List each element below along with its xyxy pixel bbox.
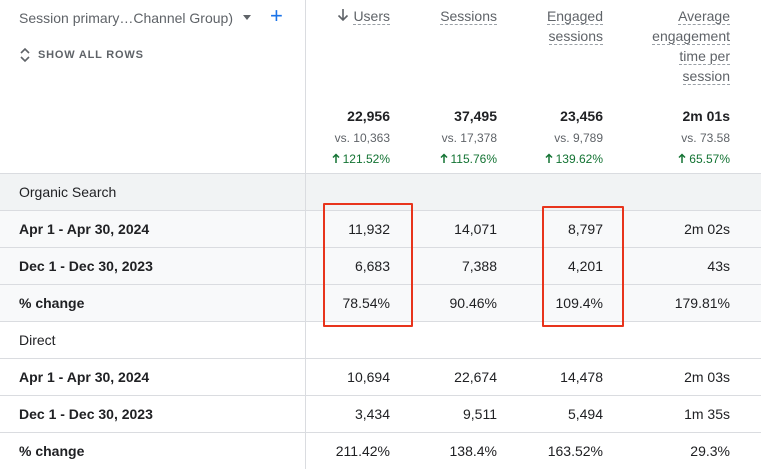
cell-avg-engagement-time: 179.81% xyxy=(674,295,730,311)
column-header-engaged-sessions[interactable]: Engaged sessions xyxy=(546,6,603,46)
compare-value: vs. 9,789 xyxy=(554,131,603,145)
column-title: Average xyxy=(678,8,730,25)
table-row[interactable]: Apr 1 - Apr 30, 2024 10,694 22,674 14,47… xyxy=(0,358,761,395)
table-row[interactable]: % change 78.54% 90.46% 109.4% 179.81% xyxy=(0,284,761,321)
dimension-label: Session primary…Channel Group) xyxy=(19,10,233,26)
cell-users: 78.54% xyxy=(342,295,390,311)
cell-users: 3,434 xyxy=(354,406,390,422)
column-title: session xyxy=(682,68,730,85)
column-title: Users xyxy=(353,8,390,25)
cell-avg-engagement-time: 2m 02s xyxy=(684,221,730,237)
highlight-box-users xyxy=(323,203,413,327)
group-row-direct[interactable]: Direct xyxy=(0,321,761,358)
arrow-up-icon xyxy=(332,153,340,163)
cell-avg-engagement-time: 1m 35s xyxy=(684,406,730,422)
cell-engaged-sessions: 163.52% xyxy=(547,443,603,459)
arrow-up-icon xyxy=(439,153,448,163)
column-divider xyxy=(305,0,306,469)
total-value: 2m 01s xyxy=(682,108,730,124)
group-label: Organic Search xyxy=(19,184,117,200)
totals-users: 22,956 vs. 10,363 121.52% xyxy=(332,106,390,167)
total-value: 23,456 xyxy=(560,108,603,124)
table-row[interactable]: Apr 1 - Apr 30, 2024 11,932 14,071 8,797… xyxy=(0,210,761,247)
compare-value: vs. 73.58 xyxy=(681,131,730,145)
cell-sessions: 7,388 xyxy=(461,258,497,274)
cell-sessions: 22,674 xyxy=(454,369,497,385)
cell-users: 11,932 xyxy=(348,221,390,237)
cell-sessions: 90.46% xyxy=(449,295,497,311)
column-title: Sessions xyxy=(440,8,497,25)
totals-avg-engagement-time: 2m 01s vs. 73.58 65.57% xyxy=(678,106,730,167)
column-title: time per xyxy=(679,48,730,65)
cell-engaged-sessions: 5,494 xyxy=(567,406,603,422)
delta-value: 139.62% xyxy=(545,151,603,167)
cell-engaged-sessions: 4,201 xyxy=(567,258,603,274)
total-value: 37,495 xyxy=(454,108,497,124)
cell-avg-engagement-time: 29.3% xyxy=(690,443,730,459)
add-dimension-button[interactable]: + xyxy=(270,3,283,28)
row-label: Dec 1 - Dec 30, 2023 xyxy=(19,406,153,422)
arrow-up-icon xyxy=(678,153,686,163)
cell-sessions: 9,511 xyxy=(463,406,497,422)
cell-avg-engagement-time: 43s xyxy=(707,258,730,274)
column-header-avg-engagement-time[interactable]: Average engagement time per session xyxy=(652,6,730,86)
column-title: sessions xyxy=(548,28,603,45)
group-label: Direct xyxy=(19,332,56,348)
delta-value: 121.52% xyxy=(332,151,390,167)
table-row[interactable]: Dec 1 - Dec 30, 2023 3,434 9,511 5,494 1… xyxy=(0,395,761,432)
dimension-selector[interactable]: Session primary…Channel Group) xyxy=(19,8,233,28)
column-header-sessions[interactable]: Sessions xyxy=(440,6,497,26)
arrow-up-icon xyxy=(545,153,553,163)
row-label: % change xyxy=(19,295,85,311)
compare-value: vs. 17,378 xyxy=(441,131,497,145)
totals-sessions: 37,495 vs. 17,378 115.76% xyxy=(439,106,497,167)
show-all-rows-label: SHOW ALL ROWS xyxy=(38,49,144,61)
cell-engaged-sessions: 14,478 xyxy=(560,369,603,385)
cell-sessions: 138.4% xyxy=(449,443,497,459)
cell-users: 211.42% xyxy=(335,443,390,459)
chevron-down-icon[interactable] xyxy=(243,15,251,20)
cell-users: 6,683 xyxy=(354,258,390,274)
row-label: % change xyxy=(19,443,85,459)
row-label: Dec 1 - Dec 30, 2023 xyxy=(19,258,153,274)
delta-value: 65.57% xyxy=(678,151,730,167)
cell-users: 10,694 xyxy=(347,369,390,385)
row-label: Apr 1 - Apr 30, 2024 xyxy=(19,369,150,385)
cell-avg-engagement-time: 2m 03s xyxy=(684,369,730,385)
column-title: Engaged xyxy=(546,8,603,25)
row-label: Apr 1 - Apr 30, 2024 xyxy=(19,221,150,237)
highlight-box-engaged-sessions xyxy=(542,206,624,327)
totals-engaged-sessions: 23,456 vs. 9,789 139.62% xyxy=(545,106,603,167)
sort-descending-icon xyxy=(338,9,349,22)
cell-engaged-sessions: 109.4% xyxy=(555,295,603,311)
column-header-users[interactable]: Users xyxy=(337,6,390,26)
unfold-icon xyxy=(20,47,30,63)
column-title: engagement xyxy=(652,28,730,45)
total-value: 22,956 xyxy=(347,108,390,124)
show-all-rows-button[interactable]: SHOW ALL ROWS xyxy=(19,47,144,63)
table-row[interactable]: Dec 1 - Dec 30, 2023 6,683 7,388 4,201 4… xyxy=(0,247,761,284)
delta-value: 115.76% xyxy=(439,151,497,167)
compare-value: vs. 10,363 xyxy=(334,131,390,145)
cell-engaged-sessions: 8,797 xyxy=(567,221,603,237)
table-row[interactable]: % change 211.42% 138.4% 163.52% 29.3% xyxy=(0,432,761,469)
cell-sessions: 14,071 xyxy=(454,221,497,237)
